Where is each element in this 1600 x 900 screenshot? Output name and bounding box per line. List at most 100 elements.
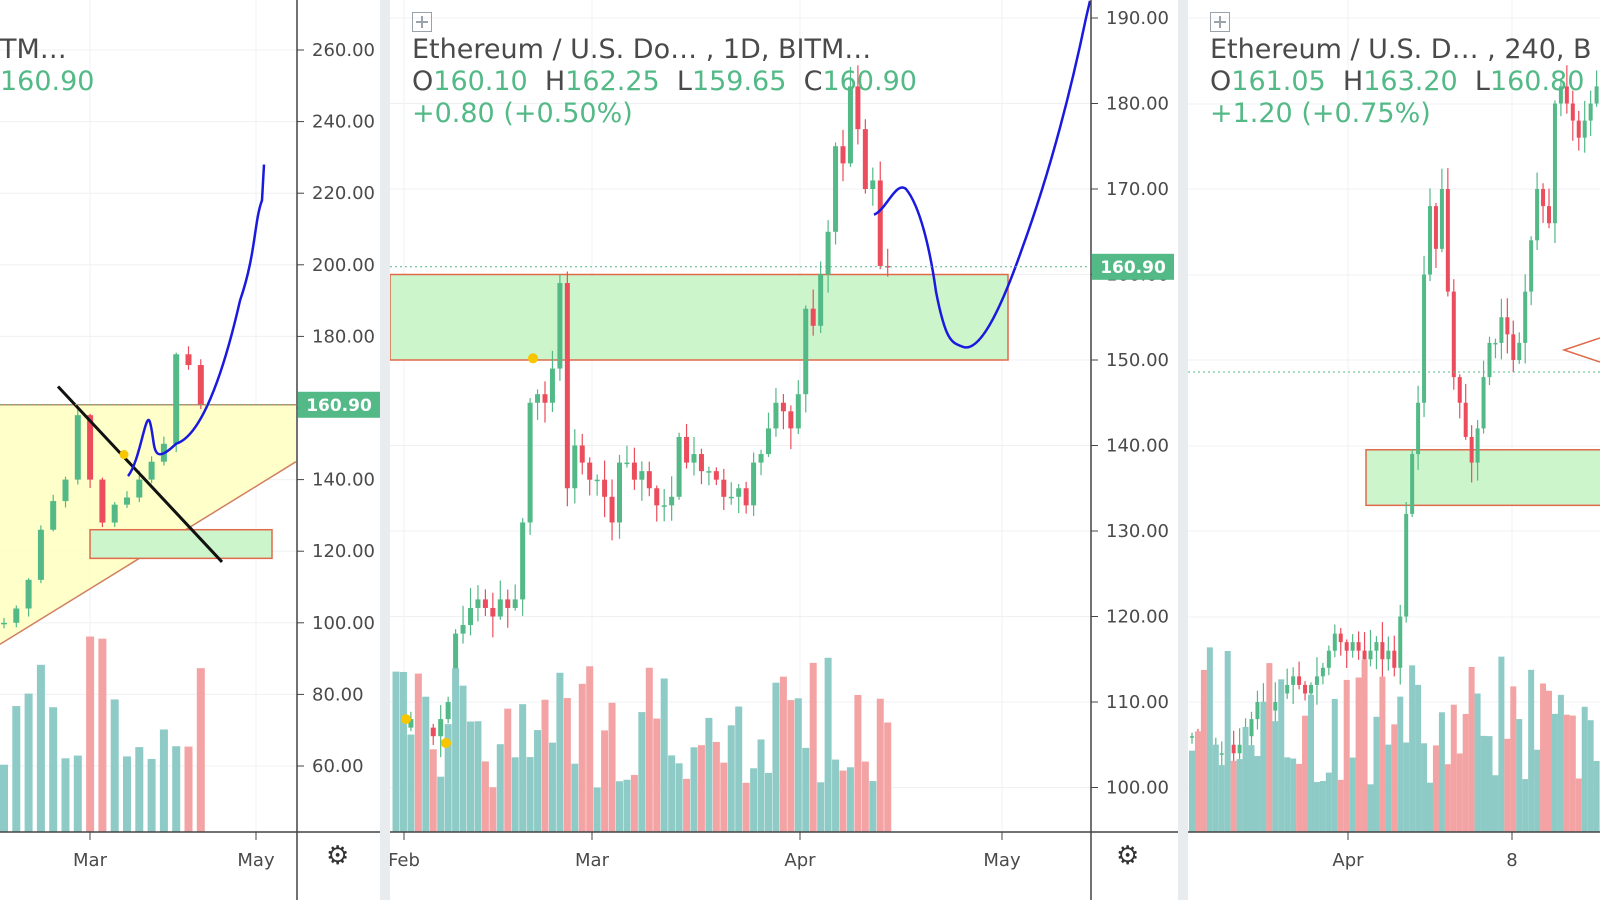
candle-body [1439, 189, 1444, 249]
support-zone [1365, 449, 1600, 507]
candle-body [1291, 676, 1296, 685]
volume-bar [407, 734, 415, 832]
volume-bar [690, 747, 698, 832]
left-chart-panel[interactable]: 260.00240.00220.00200.00180.00160.00140.… [0, 0, 380, 900]
volume-bar [437, 776, 445, 832]
candle-body [1422, 274, 1427, 403]
projection-path [126, 164, 266, 477]
close-label: C [803, 66, 823, 97]
candle-body [676, 436, 682, 497]
volume-bar [444, 724, 452, 832]
candle-body [624, 462, 630, 465]
middle-chart-canvas[interactable]: 190.00180.00170.00160.00150.00140.00130.… [390, 0, 1178, 900]
volume-bar [705, 717, 713, 832]
volume-bar [548, 742, 556, 832]
volume-bar [526, 757, 534, 832]
volume-bar [1563, 714, 1570, 832]
volume-bar [720, 762, 728, 832]
left-chart-canvas[interactable]: 260.00240.00220.00200.00180.00160.00140.… [0, 0, 380, 900]
volume-bar [1557, 694, 1564, 832]
candle-body [788, 411, 794, 429]
right-chart-panel[interactable]: Apr 8 Ethereum / U.S. D… , 240, B O161.05… [1188, 0, 1600, 900]
volume-bar [854, 694, 862, 832]
volume-bar [1522, 779, 1529, 832]
volume-bar [645, 667, 653, 832]
candle-body [840, 146, 846, 164]
volume-bar [1319, 781, 1326, 832]
candle-body [99, 479, 106, 523]
volume-bar [861, 761, 869, 832]
candle-body [87, 415, 94, 480]
candle-body [855, 86, 861, 130]
volume-bar [196, 668, 205, 832]
volume-bar [459, 685, 467, 832]
candle-body [124, 497, 130, 505]
gear-icon[interactable]: ⚙ [1116, 841, 1140, 871]
volume-bar [1486, 736, 1493, 832]
volume-bar [832, 759, 840, 832]
volume-bar [817, 782, 825, 832]
candle-body [1255, 702, 1260, 720]
volume-bar [98, 638, 107, 832]
candle-body [706, 471, 712, 473]
candle-body [557, 283, 563, 369]
candle-body [37, 529, 44, 580]
low-value: 159.65 [691, 66, 787, 97]
volume-bar [1224, 651, 1231, 832]
volume-bar [1409, 665, 1416, 832]
right-chart-canvas[interactable]: Apr 8 [1188, 0, 1600, 900]
open-label: O [1210, 66, 1232, 97]
candle-body [1529, 240, 1534, 292]
price-axis-label: 100.00 [312, 613, 375, 634]
candle-body [1356, 642, 1361, 651]
candle-body [1541, 189, 1546, 207]
volume-bar [1343, 679, 1350, 832]
middle-chart-panel[interactable]: 190.00180.00170.00160.00150.00140.00130.… [390, 0, 1178, 900]
volume-bar [1248, 745, 1255, 832]
expand-plus-icon[interactable] [412, 12, 432, 32]
price-axis-label: 60.00 [312, 756, 364, 777]
candle-body [497, 599, 503, 617]
candle-body [1273, 702, 1278, 711]
expand-plus-icon[interactable] [1210, 12, 1230, 32]
time-axis-label: Mar [73, 850, 108, 871]
candle-body [1481, 377, 1486, 429]
price-axis-label: 170.00 [1106, 179, 1169, 200]
price-axis-label: 220.00 [312, 183, 375, 204]
volume-bar [1236, 759, 1243, 832]
volume-bar [839, 770, 847, 832]
volume-bar [86, 636, 95, 832]
volume-bar [1361, 659, 1368, 832]
volume-bar [392, 671, 400, 832]
volume-bar [135, 747, 144, 832]
price-tag-label: 160.90 [1100, 258, 1166, 278]
volume-bar [683, 778, 691, 832]
volume-bar [608, 702, 616, 832]
volume-bar [869, 781, 877, 832]
candle-body [587, 462, 593, 480]
volume-bar [481, 761, 489, 832]
volume-bar [1284, 757, 1291, 832]
gear-icon[interactable]: ⚙ [326, 841, 350, 871]
candle-body [512, 599, 518, 608]
volume-bar [1432, 745, 1439, 832]
volume-bar [779, 676, 787, 832]
candle-body [579, 445, 585, 463]
volume-bar [697, 745, 705, 832]
volume-bar [1254, 756, 1261, 832]
candle-body [885, 265, 891, 268]
candle-body [833, 146, 839, 232]
candle-body [870, 180, 876, 189]
volume-bar [110, 699, 119, 832]
candle-body [1588, 103, 1593, 121]
candle-body [654, 488, 660, 506]
volume-bar [660, 678, 668, 832]
price-axis-label: 100.00 [1106, 778, 1169, 799]
volume-bar [593, 787, 601, 832]
candle-body [1219, 753, 1224, 755]
volume-bar [623, 779, 631, 832]
candle-body [438, 719, 444, 737]
candle-body [1487, 342, 1492, 378]
candle-body [1, 622, 7, 625]
candle-body [1558, 86, 1563, 104]
